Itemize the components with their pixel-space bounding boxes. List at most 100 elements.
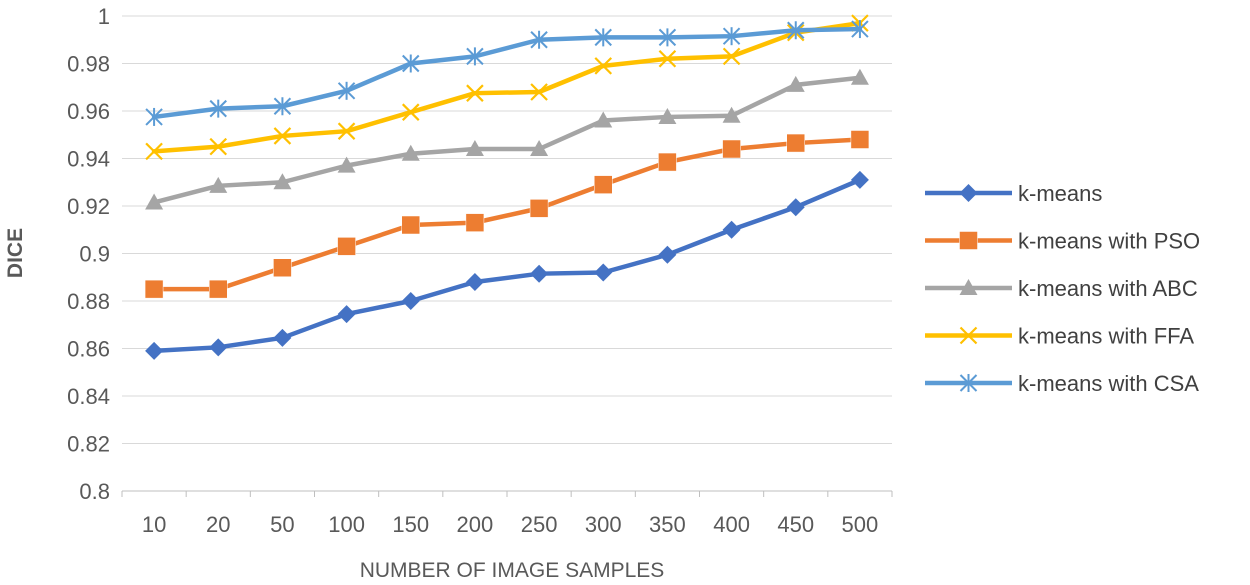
data-point bbox=[337, 122, 356, 140]
legend-marker bbox=[959, 184, 978, 202]
x-tick-label: 450 bbox=[777, 512, 814, 537]
data-point bbox=[658, 28, 677, 47]
y-tick-label: 0.94 bbox=[67, 147, 110, 172]
legend-label: k-means with CSA bbox=[1018, 371, 1199, 396]
data-point bbox=[401, 144, 420, 161]
data-point bbox=[465, 273, 484, 291]
data-point bbox=[273, 127, 292, 145]
series-line bbox=[151, 75, 863, 205]
legend-marker bbox=[959, 231, 978, 250]
axes: 0.8 0.82 0.84 0.86 0.88 0.9 0.92 0.94 0.96 0.98 1 1… bbox=[67, 4, 893, 537]
data-point bbox=[209, 176, 228, 193]
legend-label: k-means with ABC bbox=[1018, 276, 1198, 301]
data-point bbox=[722, 47, 741, 66]
x-tick-label: 500 bbox=[842, 512, 879, 537]
x-tick-label: 100 bbox=[328, 512, 365, 537]
gridlines bbox=[122, 15, 892, 444]
x-tick-label: 200 bbox=[457, 512, 494, 537]
data-point bbox=[658, 107, 677, 124]
data-point bbox=[594, 111, 613, 128]
data-point bbox=[465, 213, 485, 232]
data-point bbox=[530, 140, 549, 156]
data-point bbox=[145, 341, 164, 360]
data-point bbox=[209, 338, 228, 357]
data-point bbox=[401, 103, 420, 121]
series-line bbox=[151, 137, 863, 292]
legend-label: k-means bbox=[1018, 181, 1102, 206]
y-tick-label: 0.88 bbox=[67, 289, 110, 314]
data-point bbox=[273, 173, 292, 190]
data-point bbox=[466, 47, 484, 66]
series-0 bbox=[145, 170, 869, 360]
data-point bbox=[145, 142, 163, 161]
series-1 bbox=[144, 130, 870, 299]
x-tick-label: 20 bbox=[206, 512, 230, 537]
data-point bbox=[337, 305, 356, 324]
x-tick-label: 150 bbox=[392, 512, 429, 537]
y-axis-title: DICE bbox=[4, 228, 27, 278]
data-point bbox=[273, 97, 292, 116]
series-lines bbox=[144, 14, 870, 360]
data-point bbox=[337, 156, 356, 173]
data-point bbox=[786, 198, 805, 217]
data-point bbox=[401, 215, 420, 235]
data-point bbox=[465, 140, 484, 156]
data-point bbox=[658, 245, 677, 264]
y-tick-label: 1 bbox=[98, 4, 110, 29]
data-point bbox=[145, 193, 164, 210]
data-point bbox=[145, 107, 163, 126]
legend: k-means k-means with PSO k-means with ABC k… bbox=[925, 181, 1200, 396]
series-line bbox=[151, 177, 863, 354]
series-3 bbox=[145, 14, 869, 161]
y-tick-label: 0.98 bbox=[67, 52, 110, 77]
legend-label: k-means with FFA bbox=[1018, 324, 1194, 349]
legend-item: k-means with FFA bbox=[925, 324, 1194, 349]
data-point bbox=[787, 21, 805, 40]
legend-label: k-means with PSO bbox=[1018, 229, 1200, 254]
x-tick-label: 250 bbox=[521, 512, 558, 537]
data-point bbox=[594, 57, 613, 75]
data-point bbox=[337, 81, 356, 100]
series-line bbox=[151, 20, 863, 154]
y-tick-label: 0.84 bbox=[67, 384, 110, 409]
data-point bbox=[594, 175, 613, 194]
data-point bbox=[466, 84, 484, 102]
x-axis-title: NUMBER OF IMAGE SAMPLES bbox=[360, 559, 665, 582]
data-point bbox=[402, 54, 420, 73]
series-4 bbox=[145, 20, 869, 126]
legend-item: k-means with ABC bbox=[925, 276, 1198, 301]
y-tick-label: 0.86 bbox=[67, 337, 110, 362]
data-point bbox=[594, 28, 612, 47]
x-tick-label: 10 bbox=[142, 512, 166, 537]
data-point bbox=[401, 292, 420, 310]
data-point bbox=[658, 49, 677, 68]
data-point bbox=[722, 27, 741, 46]
x-tick-label: 350 bbox=[649, 512, 686, 537]
data-point bbox=[722, 106, 741, 123]
y-tick-label: 0.8 bbox=[79, 479, 110, 504]
data-point bbox=[722, 220, 741, 239]
data-point bbox=[337, 237, 356, 256]
data-point bbox=[273, 258, 292, 277]
data-point bbox=[273, 328, 292, 347]
data-point bbox=[658, 152, 677, 172]
data-point bbox=[594, 263, 613, 282]
data-point bbox=[850, 68, 869, 85]
x-tick-label: 300 bbox=[585, 512, 622, 537]
data-point bbox=[850, 170, 869, 189]
data-point bbox=[786, 75, 805, 92]
x-tick-label: 50 bbox=[270, 512, 294, 537]
data-point bbox=[529, 199, 549, 218]
data-point bbox=[530, 83, 548, 101]
legend-item: k-means with PSO bbox=[925, 229, 1200, 254]
data-point bbox=[209, 137, 228, 156]
data-point bbox=[209, 279, 228, 299]
data-point bbox=[722, 139, 741, 159]
legend-marker bbox=[959, 279, 978, 295]
y-tick-label: 0.92 bbox=[67, 194, 110, 219]
series-line bbox=[151, 26, 863, 120]
data-point bbox=[851, 20, 869, 39]
y-tick-label: 0.82 bbox=[67, 432, 110, 457]
series-2 bbox=[145, 68, 869, 210]
